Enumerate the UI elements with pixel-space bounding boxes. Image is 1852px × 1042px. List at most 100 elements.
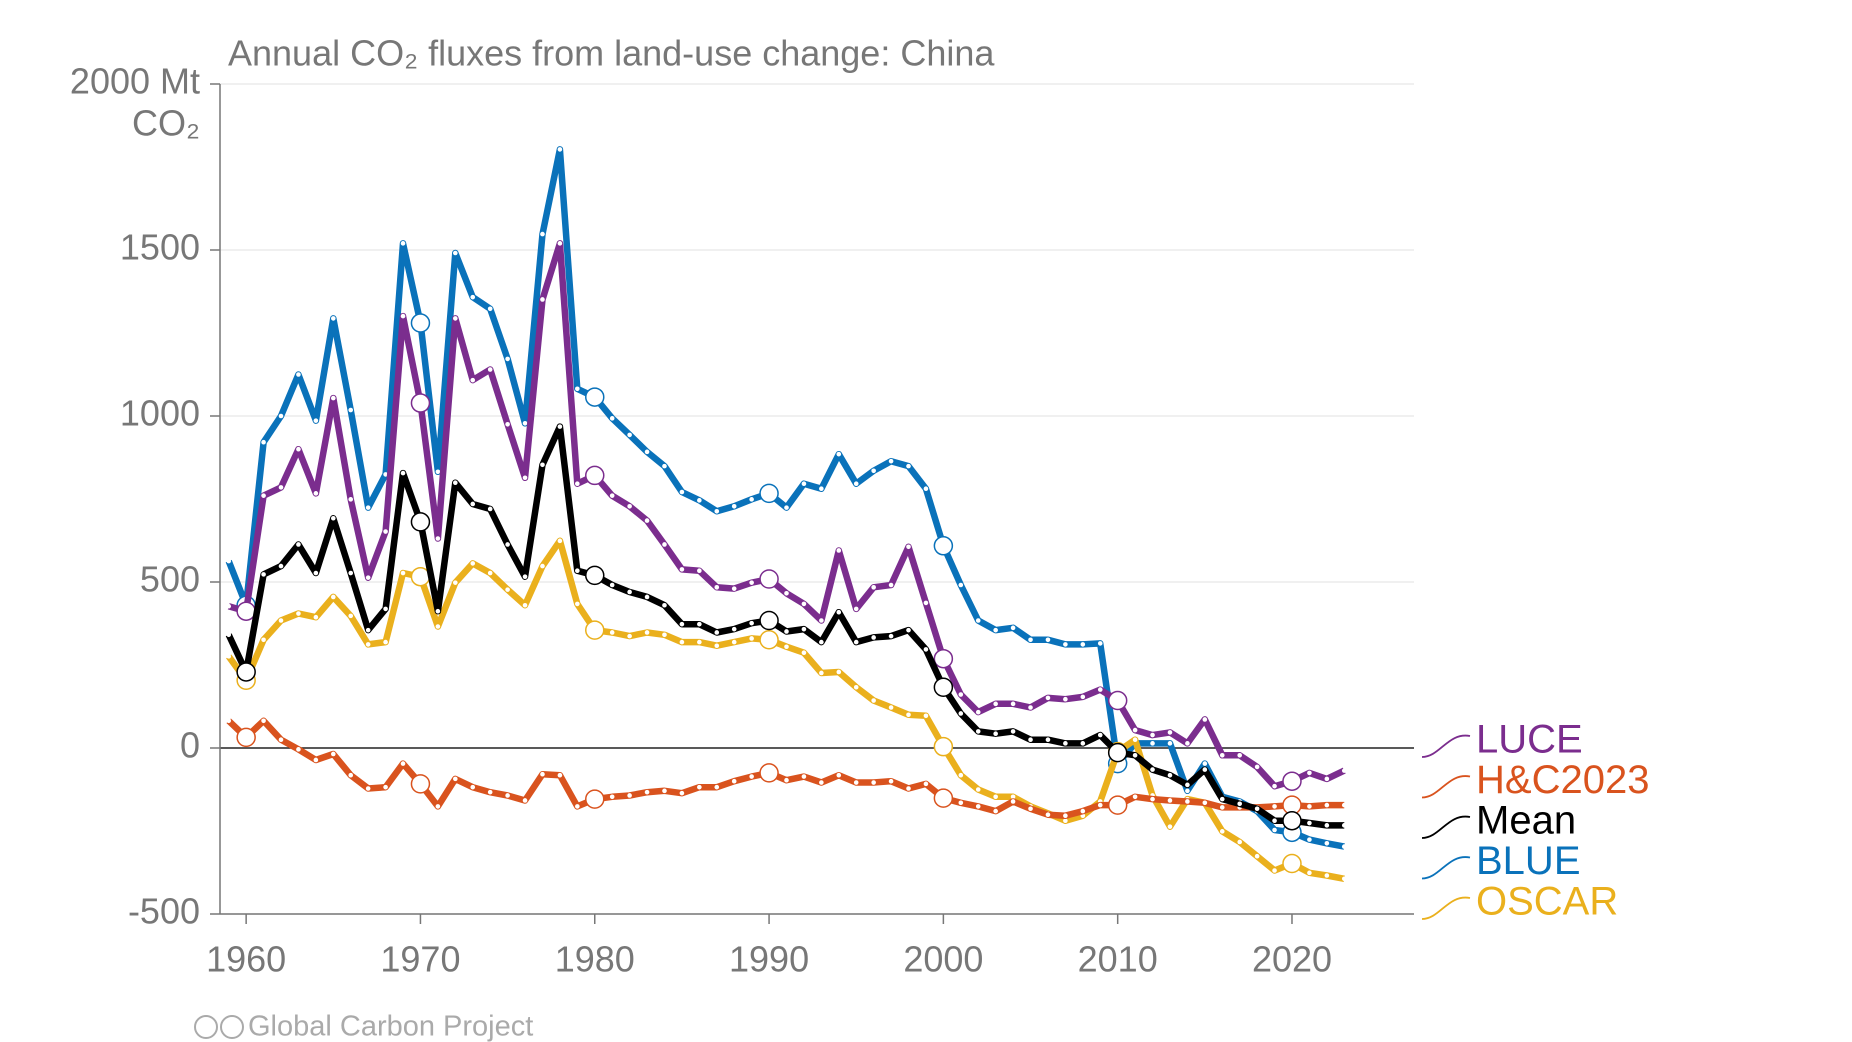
chart-title: Annual CO₂ fluxes from land-use change: … xyxy=(228,33,995,74)
y-tick-label: 2000 Mt xyxy=(70,61,200,102)
point xyxy=(853,639,859,645)
point xyxy=(1045,637,1051,643)
cc-icon xyxy=(194,1015,244,1039)
point xyxy=(348,570,354,576)
point xyxy=(1272,827,1277,833)
point xyxy=(296,747,301,752)
y-tick-label: 0 xyxy=(180,725,200,766)
point xyxy=(801,601,807,607)
point xyxy=(1010,701,1016,707)
point xyxy=(1132,737,1138,742)
point xyxy=(261,718,266,724)
point xyxy=(383,472,388,477)
point xyxy=(400,241,406,246)
point xyxy=(261,493,266,498)
point xyxy=(784,644,789,650)
series xyxy=(226,717,1347,819)
point xyxy=(540,231,545,237)
point xyxy=(540,563,545,569)
point xyxy=(731,778,737,784)
decade-marker xyxy=(585,565,605,586)
point xyxy=(313,418,319,423)
point xyxy=(1341,823,1347,828)
point xyxy=(1167,772,1173,778)
point xyxy=(853,780,859,785)
point xyxy=(906,712,911,718)
point xyxy=(1063,813,1068,819)
point xyxy=(627,589,632,595)
point xyxy=(906,627,911,633)
decade-marker xyxy=(1282,771,1302,791)
point xyxy=(278,413,284,419)
legend-label: H&C2023 xyxy=(1476,758,1649,802)
point xyxy=(470,501,476,507)
legend-connector xyxy=(1421,856,1471,880)
point xyxy=(313,757,319,763)
point xyxy=(1132,753,1138,758)
point xyxy=(836,772,842,778)
point xyxy=(644,789,650,795)
point xyxy=(906,786,911,791)
point xyxy=(1063,642,1068,647)
point xyxy=(1028,705,1033,710)
point xyxy=(644,449,650,455)
point xyxy=(888,458,894,464)
point xyxy=(1028,637,1033,643)
point xyxy=(1341,844,1347,849)
point xyxy=(365,627,371,633)
y-tick-label: 500 xyxy=(140,559,200,600)
point xyxy=(1324,873,1330,878)
point xyxy=(296,446,301,452)
point xyxy=(871,468,876,474)
point xyxy=(1307,770,1312,776)
point xyxy=(226,603,232,609)
point xyxy=(627,793,632,798)
point xyxy=(226,718,232,724)
point xyxy=(679,790,685,796)
point xyxy=(784,505,789,510)
x-tick-label: 1990 xyxy=(729,939,809,980)
point xyxy=(365,575,371,580)
point xyxy=(819,780,824,785)
x-tick-label: 1980 xyxy=(555,939,635,980)
point xyxy=(888,705,894,710)
point xyxy=(1167,741,1173,746)
point xyxy=(400,313,406,319)
point xyxy=(749,580,754,585)
point xyxy=(226,632,232,638)
point xyxy=(1254,764,1260,770)
point xyxy=(731,639,737,645)
line xyxy=(225,146,1345,850)
point xyxy=(1132,794,1138,800)
point xyxy=(278,563,284,569)
legend-label: OSCAR xyxy=(1476,880,1618,924)
decade-marker xyxy=(933,788,954,808)
decade-marker xyxy=(410,774,431,794)
point xyxy=(697,639,702,645)
point xyxy=(749,497,754,502)
point xyxy=(662,788,667,794)
point xyxy=(330,316,336,321)
point xyxy=(1219,796,1225,802)
point xyxy=(1150,796,1155,802)
point xyxy=(1080,808,1086,814)
point xyxy=(697,621,702,627)
point xyxy=(1237,839,1242,845)
point xyxy=(1045,812,1051,818)
legend-connector xyxy=(1421,896,1471,920)
point xyxy=(278,618,284,623)
point xyxy=(330,594,336,600)
legend-label: BLUE xyxy=(1476,839,1581,883)
decade-marker xyxy=(759,483,779,504)
point xyxy=(697,498,702,503)
point xyxy=(975,804,981,809)
point xyxy=(1010,729,1016,734)
point xyxy=(261,637,266,643)
point xyxy=(348,613,354,619)
point xyxy=(923,713,929,719)
point xyxy=(1307,820,1312,826)
point xyxy=(1341,802,1347,808)
point xyxy=(888,633,894,639)
point xyxy=(453,316,458,321)
point xyxy=(313,614,319,620)
